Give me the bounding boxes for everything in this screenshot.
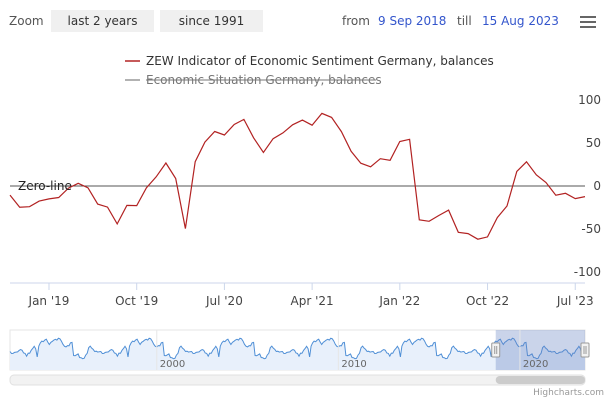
navigator[interactable]: 2000 2010 2020 (9, 329, 590, 386)
x-tick-label: Jul '20 (205, 294, 243, 308)
zoom-label: Zoom (9, 14, 44, 28)
legend-label-sentiment: ZEW Indicator of Economic Sentiment Germ… (146, 54, 494, 68)
x-tick-label: Oct '22 (466, 294, 509, 308)
y-tick-label: 100 (578, 93, 601, 107)
x-tick-label: Apr '21 (291, 294, 334, 308)
x-tick-label: Jan '19 (28, 294, 70, 308)
credits-link[interactable]: Highcharts.com (533, 388, 604, 398)
x-tick-label: Oct '19 (115, 294, 158, 308)
y-tick-label: -100 (574, 265, 601, 279)
legend-item-sentiment[interactable]: ZEW Indicator of Economic Sentiment Germ… (125, 54, 494, 68)
y-tick-label: 0 (593, 179, 601, 193)
navigator-handle-left[interactable] (491, 342, 501, 358)
navigator-handle-right[interactable] (580, 342, 590, 358)
zoom-last-2-years-button[interactable]: last 2 years (51, 10, 154, 32)
y-tick-label: -50 (581, 222, 601, 236)
series-line-sentiment[interactable] (9, 112, 586, 240)
zero-line-label: Zero-line (18, 179, 72, 193)
scrollbar-thumb[interactable] (495, 376, 585, 384)
navigator-selection[interactable] (495, 330, 585, 370)
x-tick-label: Jul '23 (556, 294, 594, 308)
from-label: from (342, 14, 370, 28)
navigator-series-line (9, 337, 586, 360)
from-date-input[interactable]: 9 Sep 2018 (378, 14, 447, 28)
legend-item-situation[interactable]: Economic Situation Germany, balances (125, 73, 382, 87)
y-tick-label: 50 (586, 136, 601, 150)
till-label: till (457, 14, 472, 28)
hamburger-menu-icon[interactable] (580, 16, 596, 30)
till-date-input[interactable]: 15 Aug 2023 (482, 14, 559, 28)
legend: ZEW Indicator of Economic Sentiment Germ… (125, 54, 494, 87)
navigator-tick-label: 2000 (160, 359, 185, 370)
x-tick-label: Jan '22 (378, 294, 420, 308)
navigator-tick-label: 2010 (341, 359, 366, 370)
zoom-since-1991-button[interactable]: since 1991 (160, 10, 263, 32)
navigator-tick-label: 2020 (523, 359, 548, 370)
